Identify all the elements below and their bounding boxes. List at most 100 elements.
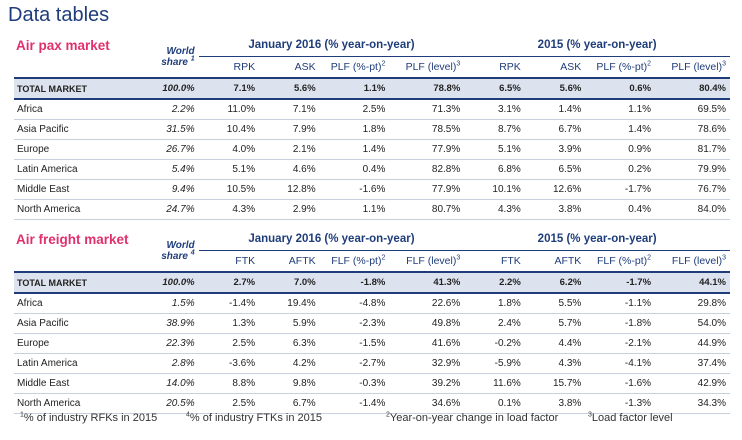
page-title: Data tables: [8, 4, 110, 26]
table-cell: 31.5%: [128, 119, 199, 140]
table-cell: 10.1%: [464, 179, 525, 200]
table-cell: 24.7%: [128, 199, 199, 220]
column-header-text: ASK: [560, 61, 582, 73]
table-cell: 6.7%: [524, 119, 586, 140]
table-cell: 2.4%: [464, 313, 525, 334]
column-header-sup: 3: [456, 254, 461, 262]
table-cell: Europe: [14, 333, 129, 354]
table-row: Asia Pacific 31.5% 10.4% 7.9% 1.8% 78.5% 8.7% 6…: [14, 119, 730, 140]
column-header-sup: 2: [647, 254, 652, 262]
table-cell: 12.6%: [524, 179, 586, 200]
share-sup: 1: [190, 55, 195, 63]
table-cell: 1.5%: [128, 293, 199, 314]
table-cell: 81.7%: [655, 139, 730, 160]
table-cell: 1.8%: [464, 293, 525, 314]
table-cell: 0.1%: [464, 393, 525, 414]
table-cell: 11.6%: [464, 373, 525, 394]
share-text: share: [161, 250, 188, 262]
table-cell: Middle East: [14, 373, 129, 394]
pax-table-section: Air pax market World January 2016 (% year-…: [14, 34, 730, 220]
table-cell: 54.0%: [655, 313, 730, 334]
column-header-row: share 1 RPK ASK PLF (%-pt)2 PLF (level)3 RPK A…: [14, 55, 730, 79]
table-row: Africa 1.5% -1.4% 19.4% -4.8% 22.6% 1.8% 5.5% -1…: [14, 293, 730, 314]
table-row: North America 20.5% 2.5% 6.7% -1.4% 34.6% 0.1%…: [14, 393, 730, 414]
table-cell: -1.1%: [585, 293, 656, 314]
table-cell: 1.3%: [198, 313, 260, 334]
table-cell: 49.8%: [389, 313, 465, 334]
table-row: North America 24.7% 4.3% 2.9% 1.1% 80.7% 4.3% 3…: [14, 199, 730, 220]
table-cell: 10.5%: [198, 179, 260, 200]
table-cell: -2.3%: [319, 313, 390, 334]
table-cell: Middle East: [14, 179, 129, 200]
table-cell: 5.9%: [259, 313, 320, 334]
column-header: FLF (level)3: [655, 251, 730, 273]
column-header-text: RPK: [233, 61, 256, 73]
table-cell: 0.4%: [319, 159, 390, 180]
market-label: Air freight market: [16, 231, 129, 247]
column-header-text: PLF (level): [405, 61, 457, 73]
column-header: AFTK: [525, 251, 586, 273]
column-header-sup: 2: [381, 254, 386, 262]
table-cell: 1.4%: [319, 139, 390, 160]
column-header-sup: 2: [381, 60, 386, 68]
table-cell: 78.5%: [389, 119, 465, 140]
column-header-text: AFTK: [554, 255, 582, 267]
table-cell: 39.2%: [389, 373, 465, 394]
footnote-4: 4% of industry FTKs in 2015: [186, 411, 322, 424]
table-row: Africa 2.2% 11.0% 7.1% 2.5% 71.3% 3.1% 1.4% 1.1%…: [14, 99, 730, 120]
table-cell: 4.0%: [198, 139, 260, 160]
table-cell: 10.4%: [198, 119, 260, 140]
pax-table: Air pax market World January 2016 (% year-…: [14, 34, 730, 220]
table-cell: 79.9%: [655, 159, 730, 180]
column-header: AFTK: [259, 251, 320, 273]
column-header-sup: 2: [647, 60, 652, 68]
table-cell: 41.3%: [389, 271, 465, 294]
table-row: Latin America 2.8% -3.6% 4.2% -2.7% 32.9% -5.9…: [14, 353, 730, 374]
table-cell: 34.3%: [655, 393, 730, 414]
table-cell: 80.7%: [389, 199, 465, 220]
freight-table: Air freight market World January 2016 (% y…: [14, 228, 730, 414]
footnote-2: 2Year-on-year change in load factor: [386, 411, 559, 424]
column-header-text: PLF (%-pt): [596, 61, 648, 73]
table-cell: 2.2%: [128, 99, 199, 120]
table-row: Asia Pacific 38.9% 1.3% 5.9% -2.3% 49.8% 2.4% 5…: [14, 313, 730, 334]
table-cell: 4.3%: [524, 353, 586, 374]
column-header-row: share 4 FTK AFTK FLF (%-pt)2 FLF (level)3 FTK…: [14, 249, 730, 273]
column-header: RPK: [199, 57, 260, 79]
table-cell: TOTAL MARKET: [14, 77, 129, 100]
table-cell: 84.0%: [655, 199, 730, 220]
group-header-jan-2016: January 2016 (% year-on-year): [198, 228, 465, 251]
column-header-text: FTK: [235, 255, 256, 267]
table-cell: 29.8%: [655, 293, 730, 314]
table-cell: Asia Pacific: [14, 313, 129, 334]
column-header-sup: 3: [456, 60, 461, 68]
table-cell: 9.8%: [259, 373, 320, 394]
column-header-text: RPK: [499, 61, 521, 73]
table-cell: -1.4%: [319, 393, 390, 414]
table-cell: Europe: [14, 139, 129, 160]
table-cell: 1.1%: [319, 77, 390, 100]
column-header: FLF (%-pt)2: [320, 251, 390, 273]
footnote-3: 3Load factor level: [588, 411, 673, 424]
table-cell: 1.1%: [319, 199, 390, 220]
table-cell: -1.5%: [319, 333, 390, 354]
total-market-row: TOTAL MARKET 100.0% 2.7% 7.0% -1.8% 41.3% 2.2%…: [14, 271, 730, 294]
table-row: Middle East 14.0% 8.8% 9.8% -0.3% 39.2% 11.6% 1…: [14, 373, 730, 394]
column-header-text: AFTK: [288, 255, 316, 267]
column-header: PLF (level)3: [389, 57, 464, 79]
table-cell: 6.8%: [464, 159, 525, 180]
table-cell: 0.2%: [585, 159, 656, 180]
column-header: ASK: [259, 57, 320, 79]
total-market-row: TOTAL MARKET 100.0% 7.1% 5.6% 1.1% 78.8% 6.5% 5…: [14, 77, 730, 100]
table-cell: 14.0%: [128, 373, 199, 394]
column-header: PLF (%-pt)2: [320, 57, 390, 79]
table-cell: 4.4%: [524, 333, 586, 354]
table-cell: 44.1%: [655, 271, 730, 294]
table-cell: 0.6%: [585, 77, 656, 100]
column-header-text: PLF (%-pt): [330, 61, 382, 73]
table-cell: 37.4%: [655, 353, 730, 374]
table-cell: 1.4%: [524, 99, 586, 120]
column-header: PLF (level)3: [655, 57, 730, 79]
table-row: Europe 22.3% 2.5% 6.3% -1.5% 41.6% -0.2% 4.4% -2…: [14, 333, 730, 354]
table-cell: 22.3%: [128, 333, 199, 354]
